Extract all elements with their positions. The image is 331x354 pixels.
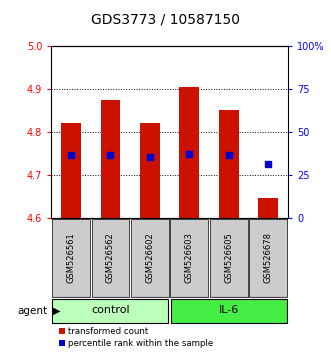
Legend: transformed count, percentile rank within the sample: transformed count, percentile rank withi… <box>59 327 213 348</box>
Bar <box>219 110 239 218</box>
FancyBboxPatch shape <box>170 218 208 297</box>
Bar <box>179 87 199 218</box>
Text: IL-6: IL-6 <box>219 305 239 315</box>
Text: GSM526602: GSM526602 <box>145 232 155 283</box>
FancyBboxPatch shape <box>131 218 169 297</box>
FancyBboxPatch shape <box>249 218 287 297</box>
FancyBboxPatch shape <box>210 218 248 297</box>
FancyBboxPatch shape <box>171 299 287 322</box>
Text: GSM526562: GSM526562 <box>106 232 115 283</box>
Text: agent: agent <box>18 306 48 316</box>
Text: GSM526603: GSM526603 <box>185 232 194 283</box>
Text: control: control <box>91 305 130 315</box>
FancyBboxPatch shape <box>53 299 168 322</box>
Bar <box>61 123 81 218</box>
Text: ▶: ▶ <box>53 306 61 316</box>
Bar <box>140 123 160 218</box>
Text: GDS3773 / 10587150: GDS3773 / 10587150 <box>91 12 240 27</box>
FancyBboxPatch shape <box>92 218 129 297</box>
Bar <box>259 198 278 218</box>
Text: GSM526678: GSM526678 <box>264 232 273 283</box>
Bar <box>101 100 120 218</box>
Text: GSM526605: GSM526605 <box>224 232 233 283</box>
Text: GSM526561: GSM526561 <box>67 232 75 283</box>
FancyBboxPatch shape <box>52 218 90 297</box>
